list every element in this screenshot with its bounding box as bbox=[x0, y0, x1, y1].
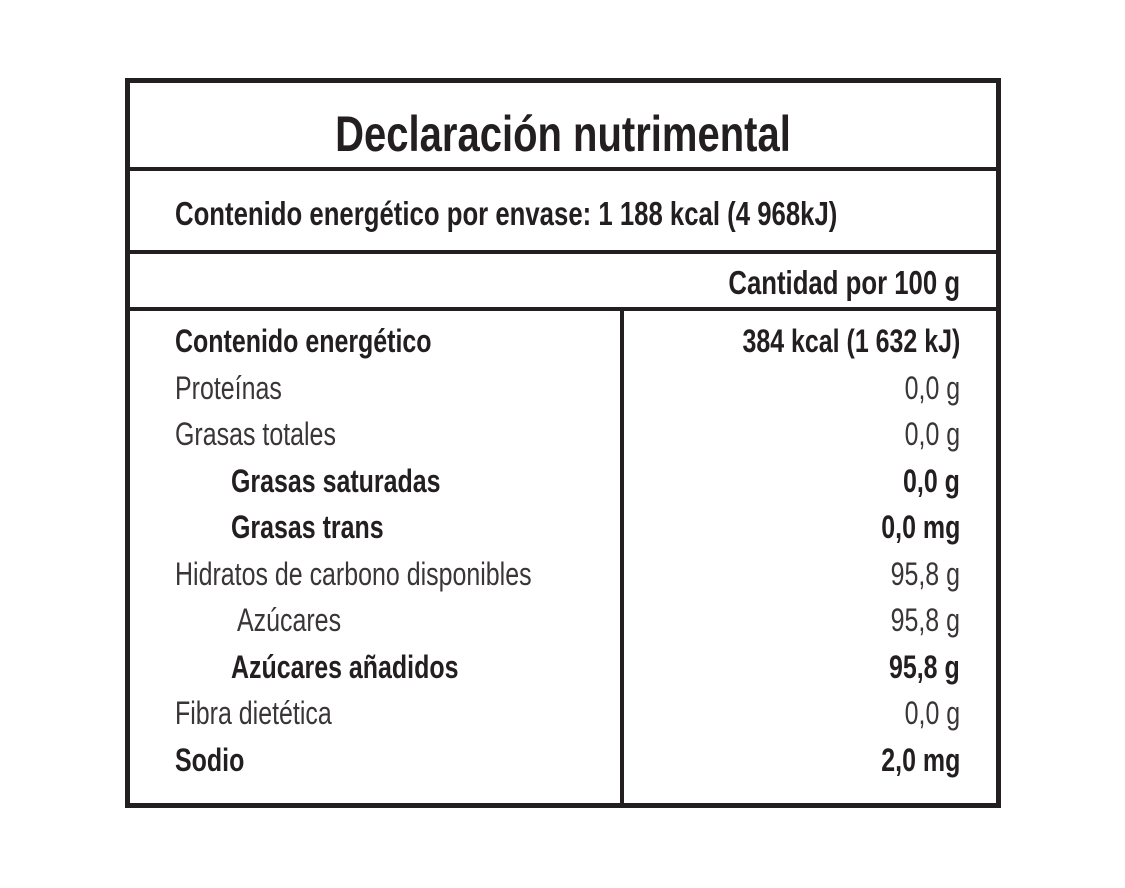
nutrition-table: Declaración nutrimental Contenido energé… bbox=[125, 78, 1001, 808]
table-title: Declaración nutrimental bbox=[335, 106, 791, 162]
nutrient-value: 0,0 g bbox=[904, 369, 960, 406]
nutrient-value: 384 kcal (1 632 kJ) bbox=[742, 323, 960, 359]
nutrient-value: 95,8 g bbox=[890, 555, 960, 592]
nutrient-label: Sodio bbox=[175, 741, 245, 778]
divider bbox=[130, 307, 996, 311]
nutrient-value: 0,0 g bbox=[903, 462, 960, 499]
nutrient-value: 0,0 g bbox=[904, 416, 960, 452]
nutrient-value: 2,0 mg bbox=[880, 741, 960, 778]
nutrient-value: 95,8 g bbox=[890, 602, 960, 638]
nutrient-label: Azúcares añadidos bbox=[231, 648, 459, 685]
divider bbox=[130, 167, 996, 171]
divider bbox=[130, 250, 996, 254]
column-header: Cantidad por 100 g bbox=[728, 264, 960, 301]
nutrient-label: Contenido energético bbox=[175, 323, 432, 359]
nutrient-value: 95,8 g bbox=[889, 648, 960, 685]
column-divider bbox=[620, 310, 624, 803]
nutrient-label: Fibra dietética bbox=[175, 695, 332, 731]
nutrient-label: Proteínas bbox=[175, 369, 282, 406]
nutrient-label: Azúcares bbox=[237, 602, 342, 638]
nutrient-value: 0,0 mg bbox=[880, 509, 960, 545]
nutrient-label: Grasas saturadas bbox=[231, 462, 441, 499]
nutrient-value: 0,0 g bbox=[904, 695, 960, 731]
nutrient-label: Grasas totales bbox=[175, 416, 336, 452]
energy-per-package: Contenido energético por envase: 1 188 k… bbox=[175, 195, 838, 232]
nutrient-label: Hidratos de carbono disponibles bbox=[175, 555, 532, 592]
nutrient-label: Grasas trans bbox=[231, 509, 384, 545]
